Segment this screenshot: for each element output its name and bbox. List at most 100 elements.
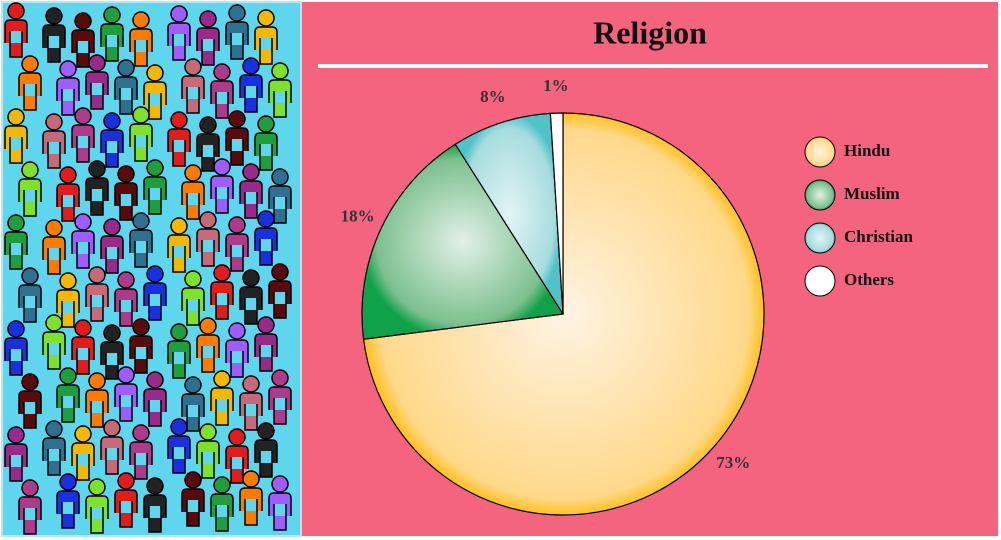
person-body	[42, 130, 66, 169]
person-head	[184, 376, 202, 394]
legend-swatch	[804, 136, 836, 168]
person-head	[228, 428, 246, 446]
person-head	[117, 59, 135, 77]
person-head	[45, 420, 63, 438]
person-head	[146, 159, 164, 177]
person-body	[85, 177, 109, 216]
person-body	[167, 128, 191, 167]
person-body	[56, 77, 80, 116]
person-head	[146, 371, 164, 389]
person-head	[59, 473, 77, 491]
person-body	[143, 282, 167, 321]
slice-label: 8%	[480, 87, 506, 106]
person-body	[268, 79, 292, 118]
person-body	[100, 436, 124, 475]
person-head	[146, 64, 164, 82]
person-head	[88, 372, 106, 390]
person-body	[181, 75, 205, 114]
person-head	[257, 115, 275, 133]
person-body	[42, 236, 66, 275]
person-head	[199, 211, 217, 229]
person-body	[181, 488, 205, 527]
person-head	[170, 217, 188, 235]
person-head	[228, 322, 246, 340]
person-body	[143, 494, 167, 533]
person-body	[196, 334, 220, 373]
person-head	[132, 318, 150, 336]
person-body	[167, 22, 191, 61]
person-head	[45, 219, 63, 237]
person-body	[254, 439, 278, 478]
slice-label: 18%	[341, 206, 375, 225]
person-body	[18, 72, 42, 111]
person-head	[74, 213, 92, 231]
person-head	[88, 54, 106, 72]
person-body	[71, 124, 95, 163]
person-head	[257, 9, 275, 27]
person-body	[196, 228, 220, 267]
person-body	[210, 493, 234, 532]
person-body	[239, 286, 263, 325]
person-body	[225, 21, 249, 60]
person-head	[257, 422, 275, 440]
person-head	[21, 479, 39, 497]
person-head	[74, 425, 92, 443]
person-body	[56, 384, 80, 423]
person-body	[225, 445, 249, 484]
person-head	[7, 108, 25, 126]
person-body	[239, 180, 263, 219]
person-head	[88, 160, 106, 178]
person-body	[239, 392, 263, 431]
person-head	[21, 373, 39, 391]
person-head	[242, 470, 260, 488]
person-body	[100, 235, 124, 274]
legend-swatch	[804, 265, 836, 297]
person-body	[254, 132, 278, 171]
person-body	[239, 487, 263, 526]
person-body	[210, 80, 234, 119]
person-body	[114, 76, 138, 115]
person-body	[167, 234, 191, 273]
person-body	[196, 440, 220, 479]
legend-label: Muslim	[844, 184, 900, 203]
legend-swatch	[804, 179, 836, 211]
legend: Hindu Muslim Christian Others	[804, 136, 914, 297]
person-body	[114, 288, 138, 327]
pie-slice	[549, 112, 564, 315]
person-head	[117, 271, 135, 289]
person-body	[4, 443, 28, 482]
person-head	[199, 317, 217, 335]
person-body	[85, 495, 109, 534]
person-head	[242, 57, 260, 75]
person-head	[59, 367, 77, 385]
person-head	[271, 263, 289, 281]
person-body	[18, 390, 42, 429]
person-body	[268, 386, 292, 425]
pie-slice	[454, 112, 564, 315]
person-body	[129, 441, 153, 480]
person-head	[213, 264, 231, 282]
person-head	[117, 472, 135, 490]
person-body	[225, 233, 249, 272]
person-head	[146, 477, 164, 495]
person-body	[239, 74, 263, 113]
person-body	[129, 123, 153, 162]
person-body	[56, 490, 80, 529]
chart-title: Religion	[593, 14, 707, 50]
person-body	[4, 231, 28, 270]
person-head	[213, 63, 231, 81]
legend-label: Christian	[844, 227, 914, 246]
person-head	[88, 266, 106, 284]
person-head	[170, 111, 188, 129]
person-head	[184, 164, 202, 182]
person-head	[213, 476, 231, 494]
person-head	[132, 424, 150, 442]
person-body	[167, 340, 191, 379]
person-head	[199, 10, 217, 28]
person-head	[21, 267, 39, 285]
person-body	[85, 283, 109, 322]
person-body	[18, 178, 42, 217]
person-head	[7, 320, 25, 338]
person-body	[268, 185, 292, 224]
